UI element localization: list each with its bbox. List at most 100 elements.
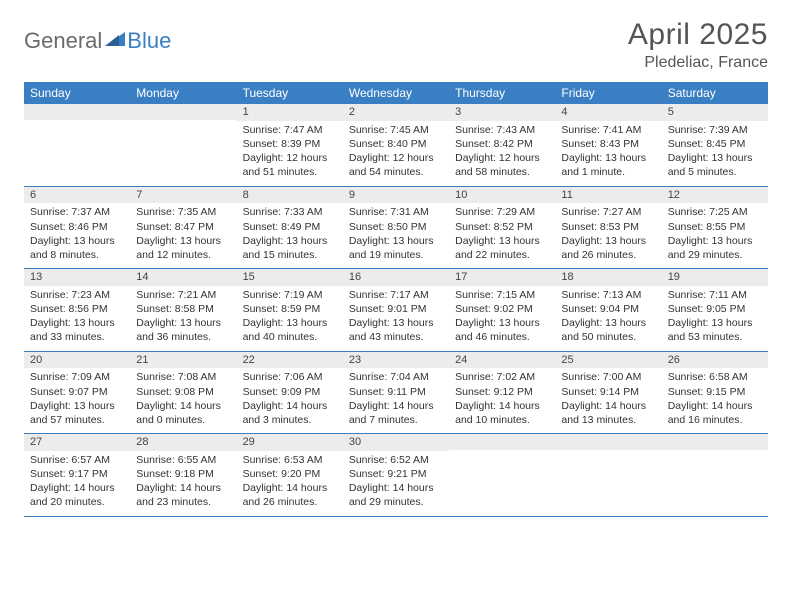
day-body: Sunrise: 6:53 AMSunset: 9:20 PMDaylight:…: [237, 451, 343, 516]
day-line: Sunrise: 6:55 AM: [136, 453, 230, 467]
day-number: [24, 104, 130, 120]
week-row: 1Sunrise: 7:47 AMSunset: 8:39 PMDaylight…: [24, 104, 768, 187]
day-number: 29: [237, 434, 343, 451]
day-body: Sunrise: 6:58 AMSunset: 9:15 PMDaylight:…: [662, 368, 768, 433]
day-number: 30: [343, 434, 449, 451]
brand-part1: General: [24, 28, 102, 54]
day-cell: 22Sunrise: 7:06 AMSunset: 9:09 PMDayligh…: [237, 352, 343, 434]
day-line: Sunset: 8:58 PM: [136, 302, 230, 316]
day-line: Sunrise: 7:02 AM: [455, 370, 549, 384]
day-line: Sunrise: 7:00 AM: [561, 370, 655, 384]
day-number: [130, 104, 236, 120]
day-line: Daylight: 13 hours and 15 minutes.: [243, 234, 337, 262]
day-line: Sunrise: 7:45 AM: [349, 123, 443, 137]
day-line: Sunset: 8:45 PM: [668, 137, 762, 151]
day-number: [555, 434, 661, 450]
day-body: Sunrise: 7:09 AMSunset: 9:07 PMDaylight:…: [24, 368, 130, 433]
day-number: 11: [555, 187, 661, 204]
day-body: Sunrise: 7:02 AMSunset: 9:12 PMDaylight:…: [449, 368, 555, 433]
day-line: Sunset: 9:20 PM: [243, 467, 337, 481]
day-cell: 18Sunrise: 7:13 AMSunset: 9:04 PMDayligh…: [555, 269, 661, 351]
day-line: Daylight: 13 hours and 29 minutes.: [668, 234, 762, 262]
day-body: Sunrise: 7:06 AMSunset: 9:09 PMDaylight:…: [237, 368, 343, 433]
weekday-header: Thursday: [449, 82, 555, 104]
day-line: Sunrise: 7:35 AM: [136, 205, 230, 219]
day-cell: 15Sunrise: 7:19 AMSunset: 8:59 PMDayligh…: [237, 269, 343, 351]
day-body: Sunrise: 7:17 AMSunset: 9:01 PMDaylight:…: [343, 286, 449, 351]
day-cell: 17Sunrise: 7:15 AMSunset: 9:02 PMDayligh…: [449, 269, 555, 351]
day-line: Sunset: 9:18 PM: [136, 467, 230, 481]
day-number: 10: [449, 187, 555, 204]
day-number: 23: [343, 352, 449, 369]
weekday-header: Wednesday: [343, 82, 449, 104]
day-number: 4: [555, 104, 661, 121]
day-line: Sunrise: 7:47 AM: [243, 123, 337, 137]
day-body: Sunrise: 7:04 AMSunset: 9:11 PMDaylight:…: [343, 368, 449, 433]
day-cell: 24Sunrise: 7:02 AMSunset: 9:12 PMDayligh…: [449, 352, 555, 434]
day-body: Sunrise: 7:35 AMSunset: 8:47 PMDaylight:…: [130, 203, 236, 268]
day-line: Daylight: 14 hours and 0 minutes.: [136, 399, 230, 427]
day-cell: [24, 104, 130, 186]
day-line: Sunrise: 7:31 AM: [349, 205, 443, 219]
day-line: Sunset: 8:55 PM: [668, 220, 762, 234]
day-cell: 19Sunrise: 7:11 AMSunset: 9:05 PMDayligh…: [662, 269, 768, 351]
day-line: Sunrise: 7:19 AM: [243, 288, 337, 302]
day-line: Daylight: 13 hours and 57 minutes.: [30, 399, 124, 427]
month-title: April 2025: [628, 18, 768, 52]
day-line: Sunset: 9:09 PM: [243, 385, 337, 399]
brand-part2: Blue: [127, 28, 171, 54]
day-line: Sunset: 8:52 PM: [455, 220, 549, 234]
day-line: Daylight: 12 hours and 54 minutes.: [349, 151, 443, 179]
day-body: [555, 450, 661, 458]
day-body: Sunrise: 7:27 AMSunset: 8:53 PMDaylight:…: [555, 203, 661, 268]
day-line: Sunrise: 7:43 AM: [455, 123, 549, 137]
week-row: 27Sunrise: 6:57 AMSunset: 9:17 PMDayligh…: [24, 434, 768, 517]
day-body: Sunrise: 7:45 AMSunset: 8:40 PMDaylight:…: [343, 121, 449, 186]
day-line: Daylight: 13 hours and 43 minutes.: [349, 316, 443, 344]
day-line: Sunrise: 7:09 AM: [30, 370, 124, 384]
day-number: 16: [343, 269, 449, 286]
day-body: Sunrise: 7:39 AMSunset: 8:45 PMDaylight:…: [662, 121, 768, 186]
day-line: Daylight: 12 hours and 51 minutes.: [243, 151, 337, 179]
day-line: Sunset: 8:56 PM: [30, 302, 124, 316]
day-line: Daylight: 13 hours and 22 minutes.: [455, 234, 549, 262]
day-cell: 9Sunrise: 7:31 AMSunset: 8:50 PMDaylight…: [343, 187, 449, 269]
day-line: Daylight: 12 hours and 58 minutes.: [455, 151, 549, 179]
day-line: Sunset: 8:40 PM: [349, 137, 443, 151]
day-number: 25: [555, 352, 661, 369]
day-line: Sunrise: 7:33 AM: [243, 205, 337, 219]
day-cell: 8Sunrise: 7:33 AMSunset: 8:49 PMDaylight…: [237, 187, 343, 269]
day-line: Sunset: 8:59 PM: [243, 302, 337, 316]
day-body: [24, 120, 130, 128]
day-cell: 16Sunrise: 7:17 AMSunset: 9:01 PMDayligh…: [343, 269, 449, 351]
day-number: 7: [130, 187, 236, 204]
day-cell: 21Sunrise: 7:08 AMSunset: 9:08 PMDayligh…: [130, 352, 236, 434]
day-body: [449, 450, 555, 458]
week-row: 13Sunrise: 7:23 AMSunset: 8:56 PMDayligh…: [24, 269, 768, 352]
day-line: Sunrise: 7:25 AM: [668, 205, 762, 219]
day-line: Sunrise: 7:37 AM: [30, 205, 124, 219]
day-body: Sunrise: 7:31 AMSunset: 8:50 PMDaylight:…: [343, 203, 449, 268]
day-line: Daylight: 13 hours and 50 minutes.: [561, 316, 655, 344]
week-row: 6Sunrise: 7:37 AMSunset: 8:46 PMDaylight…: [24, 187, 768, 270]
day-body: Sunrise: 7:21 AMSunset: 8:58 PMDaylight:…: [130, 286, 236, 351]
day-line: Sunrise: 7:21 AM: [136, 288, 230, 302]
day-line: Sunrise: 7:27 AM: [561, 205, 655, 219]
day-number: 14: [130, 269, 236, 286]
day-cell: 28Sunrise: 6:55 AMSunset: 9:18 PMDayligh…: [130, 434, 236, 516]
day-line: Daylight: 13 hours and 8 minutes.: [30, 234, 124, 262]
day-cell: 1Sunrise: 7:47 AMSunset: 8:39 PMDaylight…: [237, 104, 343, 186]
day-line: Sunset: 9:02 PM: [455, 302, 549, 316]
day-body: Sunrise: 7:11 AMSunset: 9:05 PMDaylight:…: [662, 286, 768, 351]
day-cell: 30Sunrise: 6:52 AMSunset: 9:21 PMDayligh…: [343, 434, 449, 516]
calendar: Sunday Monday Tuesday Wednesday Thursday…: [24, 82, 768, 517]
day-body: Sunrise: 7:41 AMSunset: 8:43 PMDaylight:…: [555, 121, 661, 186]
day-body: Sunrise: 7:15 AMSunset: 9:02 PMDaylight:…: [449, 286, 555, 351]
day-body: [130, 120, 236, 128]
day-line: Daylight: 13 hours and 19 minutes.: [349, 234, 443, 262]
day-line: Sunset: 9:05 PM: [668, 302, 762, 316]
day-line: Sunset: 9:08 PM: [136, 385, 230, 399]
day-number: 17: [449, 269, 555, 286]
day-cell: 25Sunrise: 7:00 AMSunset: 9:14 PMDayligh…: [555, 352, 661, 434]
day-cell: [449, 434, 555, 516]
